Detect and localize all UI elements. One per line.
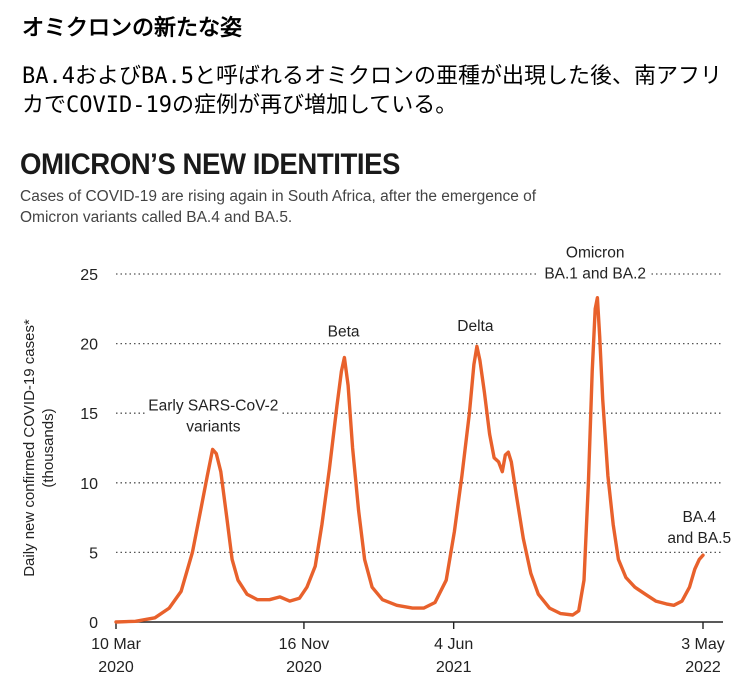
annotation-bg bbox=[538, 263, 652, 284]
annotation-label: and BA.5 bbox=[667, 530, 731, 547]
x-tick-year: 2022 bbox=[685, 659, 721, 676]
japanese-title: オミクロンの新たな姿 bbox=[22, 16, 243, 41]
annotation-label: BA.1 and BA.2 bbox=[544, 265, 646, 282]
x-tick-label: 4 Jun bbox=[434, 636, 473, 653]
annotation-label: Early SARS-CoV-2 bbox=[148, 397, 278, 414]
annotation-bg bbox=[563, 242, 627, 263]
x-tick-year: 2020 bbox=[98, 659, 134, 676]
x-tick-year: 2021 bbox=[436, 659, 472, 676]
y-tick-label: 20 bbox=[80, 337, 98, 354]
annotation-label: Beta bbox=[328, 324, 360, 341]
y-axis-label: Daily new confirmed COVID-19 cases* (thou… bbox=[21, 319, 57, 577]
annotation-bg bbox=[663, 527, 736, 548]
annotation-label: Delta bbox=[457, 318, 494, 335]
annotation-label: variants bbox=[186, 418, 241, 435]
annotation-label: BA.4 bbox=[682, 509, 716, 526]
japanese-subtitle: BA.4およびBA.5と呼ばれるオミクロンの亜種が出現した後、南アフリカでCOV… bbox=[22, 64, 722, 118]
y-tick-label: 15 bbox=[80, 406, 98, 423]
y-tick-label: 10 bbox=[80, 476, 98, 493]
annotation-label: Omicron bbox=[566, 244, 625, 261]
y-tick-label: 5 bbox=[89, 545, 98, 562]
annotation-bg bbox=[324, 321, 364, 342]
y-tick-label: 0 bbox=[89, 615, 98, 632]
annotation-bg bbox=[679, 506, 719, 527]
x-tick-year: 2020 bbox=[286, 659, 322, 676]
annotation-bg bbox=[144, 395, 282, 416]
x-tick-label: 10 Mar bbox=[91, 636, 141, 653]
y-tick-label: 25 bbox=[80, 267, 98, 284]
x-tick-label: 16 Nov bbox=[279, 636, 330, 653]
chart-title: OMICRON’S NEW IDENTITIES bbox=[20, 148, 400, 181]
x-tick-label: 3 May bbox=[681, 636, 725, 653]
series-line bbox=[114, 296, 705, 624]
annotation-bg bbox=[451, 316, 499, 337]
annotation-bg bbox=[177, 416, 250, 437]
chart-subtitle: Cases of COVID-19 are rising again in So… bbox=[20, 188, 537, 226]
